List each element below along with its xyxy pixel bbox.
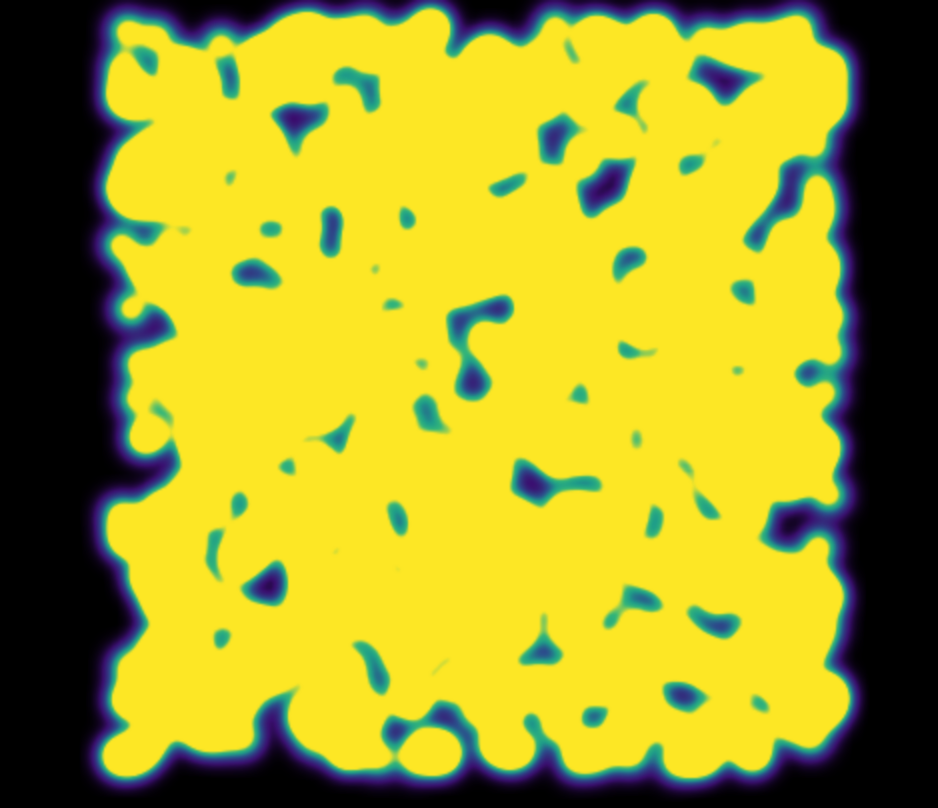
density-heatmap-canvas	[0, 0, 938, 808]
heatmap-stage	[0, 0, 938, 808]
